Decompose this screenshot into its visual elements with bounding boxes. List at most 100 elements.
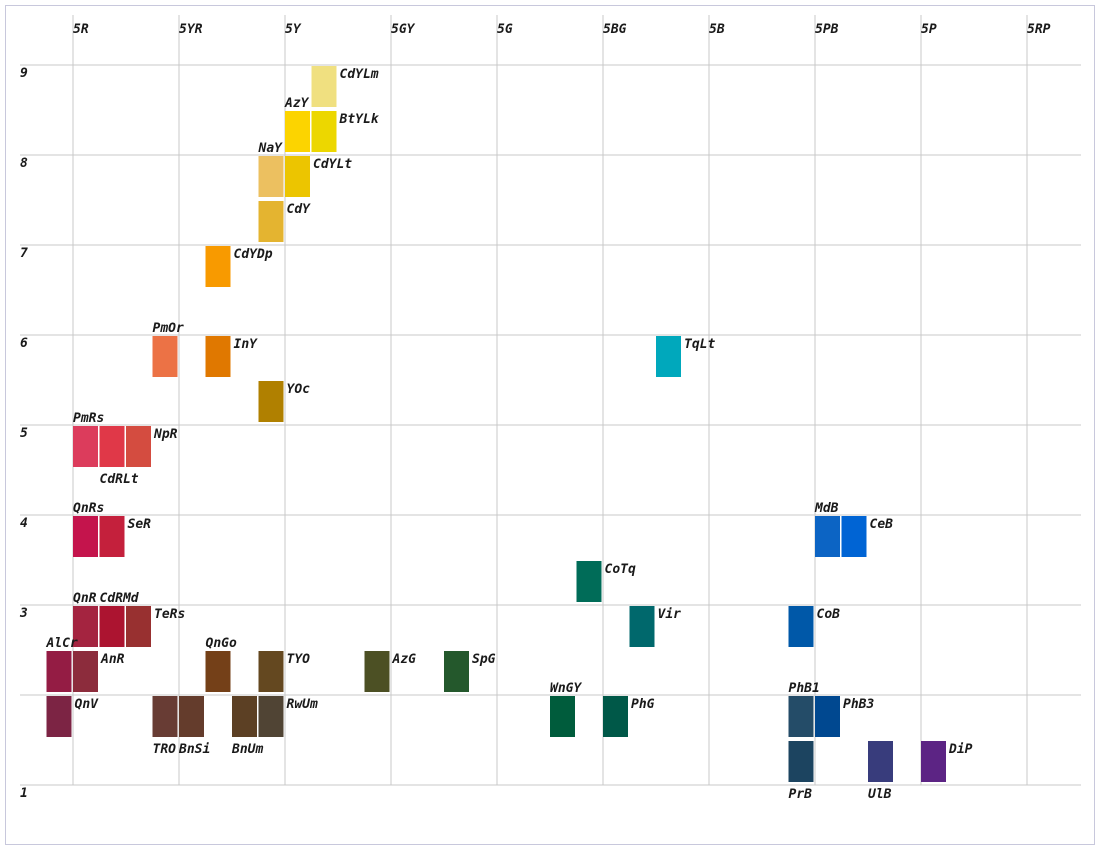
swatch-azy <box>285 111 310 152</box>
swatch-label: PhG <box>631 697 655 712</box>
x-tick-label: 5Y <box>285 22 302 37</box>
swatch-label: AnR <box>100 652 125 667</box>
swatch-label: TeRs <box>154 607 185 622</box>
x-tick-label: 5R <box>73 22 89 37</box>
y-tick-label: 6 <box>20 336 28 351</box>
swatch-label: AlCr <box>46 636 78 651</box>
swatch-qnv <box>46 696 72 737</box>
swatch-ulb <box>868 741 893 782</box>
swatch-tqlt <box>656 336 681 377</box>
swatch-label: YOc <box>287 382 311 397</box>
swatch-phg <box>603 696 628 737</box>
x-tick-label: 5RP <box>1027 22 1051 37</box>
swatch-anr <box>73 651 98 692</box>
x-tick-label: 5GY <box>391 22 416 37</box>
swatch-label: NaY <box>258 141 284 156</box>
swatch-rwum <box>258 696 284 737</box>
swatch-label: PhB1 <box>789 681 820 696</box>
y-tick-label: 5 <box>20 426 28 441</box>
swatch-alcr <box>46 651 72 692</box>
x-tick-label: 5PB <box>815 22 839 37</box>
swatch-label: QnV <box>75 697 100 712</box>
x-tick-label: 5YR <box>179 22 203 37</box>
swatch-wngy <box>550 696 575 737</box>
y-tick-label: 3 <box>19 606 28 621</box>
swatch-label: CdYDp <box>234 247 273 262</box>
y-tick-label: 1 <box>20 786 28 801</box>
swatch-label: BnUm <box>231 742 263 757</box>
swatch-label: TYO <box>287 652 311 667</box>
swatch-bnum <box>232 696 257 737</box>
swatch-spg <box>444 651 469 692</box>
swatch-yoc <box>258 381 284 422</box>
swatch-bnsi <box>179 696 204 737</box>
swatch-label: CoB <box>817 607 841 622</box>
swatch-label: BtYLk <box>339 112 380 127</box>
x-tick-label: 5B <box>709 22 725 37</box>
swatch-label: NpR <box>153 427 178 442</box>
swatch-cotq <box>576 561 602 602</box>
swatch-label: SeR <box>128 517 152 532</box>
swatch-phb3 <box>815 696 840 737</box>
swatch-label: SpG <box>472 652 496 667</box>
x-tick-label: 5G <box>497 22 513 37</box>
swatch-mdb <box>815 516 840 557</box>
x-tick-label: 5BG <box>603 22 627 37</box>
swatch-label: WnGY <box>550 681 582 696</box>
swatch-phb1 <box>788 696 814 737</box>
swatch-cdylt <box>285 156 310 197</box>
swatch-pmrs <box>73 426 98 467</box>
swatch-cdrlt <box>99 426 125 467</box>
swatch-npr <box>126 426 151 467</box>
swatch-label: AzG <box>392 652 417 667</box>
swatch-label: CeB <box>870 517 894 532</box>
swatch-label: MdB <box>814 501 839 516</box>
swatch-label: QnR <box>73 591 97 606</box>
swatch-label: PmRs <box>73 411 104 426</box>
swatch-ceb <box>841 516 867 557</box>
swatch-ters <box>126 606 151 647</box>
swatch-label: TRO <box>153 742 177 757</box>
swatch-label: CdRMd <box>100 591 140 606</box>
swatch-label: CoTq <box>605 562 636 577</box>
y-tick-label: 9 <box>20 66 28 81</box>
swatch-pmor <box>152 336 178 377</box>
swatch-label: UlB <box>868 787 892 802</box>
swatch-prb <box>788 741 814 782</box>
swatch-cdy <box>258 201 284 242</box>
swatch-label: Vir <box>658 607 682 622</box>
swatch-label: QnGo <box>206 636 237 651</box>
swatch-azg <box>364 651 390 692</box>
swatch-label: InY <box>234 337 259 352</box>
y-tick-label: 8 <box>20 156 28 171</box>
swatch-qngo <box>205 651 231 692</box>
swatch-label: CdRLt <box>100 472 139 487</box>
swatch-label: TqLt <box>684 337 715 352</box>
swatch-qnr <box>73 606 98 647</box>
swatch-label: PmOr <box>153 321 184 336</box>
swatch-label: DiP <box>948 742 973 757</box>
y-tick-label: 4 <box>20 516 28 531</box>
swatch-btylk <box>311 111 337 152</box>
swatch-label: CdY <box>287 202 312 217</box>
swatch-cob <box>788 606 814 647</box>
swatch-label: CdYLt <box>313 157 352 172</box>
swatch-vir <box>629 606 655 647</box>
swatch-dip <box>921 741 946 782</box>
swatch-label: PrB <box>789 787 813 802</box>
x-tick-label: 5P <box>921 22 937 37</box>
y-tick-label: 7 <box>20 246 28 261</box>
swatch-cdydp <box>205 246 231 287</box>
swatch-tro <box>152 696 178 737</box>
swatch-iny <box>205 336 231 377</box>
swatch-ser <box>99 516 125 557</box>
swatch-label: RwUm <box>287 697 318 712</box>
swatch-nay <box>258 156 284 197</box>
swatch-label: QnRs <box>73 501 104 516</box>
swatch-qnrs <box>73 516 98 557</box>
swatch-label: AzY <box>284 96 310 111</box>
swatch-label: BnSi <box>178 742 210 757</box>
swatch-cdrmd <box>99 606 125 647</box>
swatch-tyo <box>258 651 284 692</box>
